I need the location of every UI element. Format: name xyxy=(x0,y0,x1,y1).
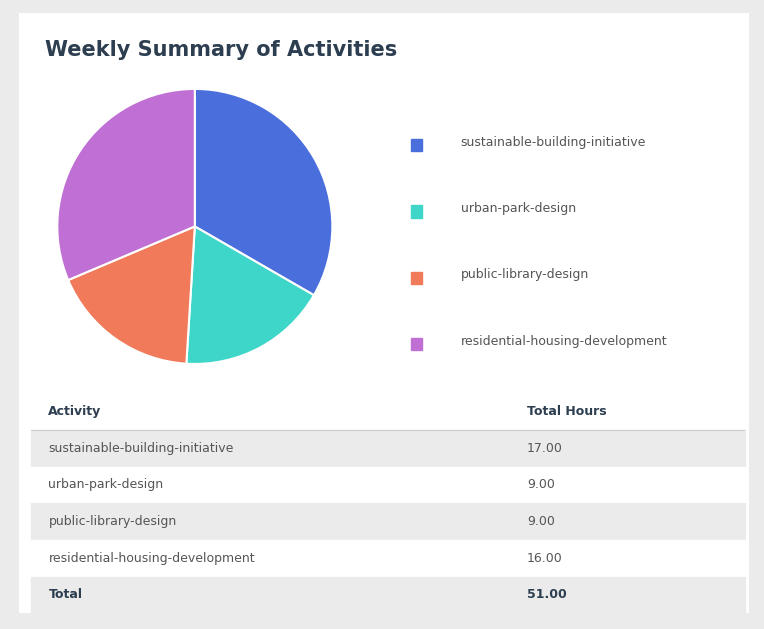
Bar xyxy=(411,138,422,151)
Bar xyxy=(31,467,745,503)
Text: 17.00: 17.00 xyxy=(527,442,563,455)
Text: Total Hours: Total Hours xyxy=(527,405,607,418)
Text: sustainable-building-initiative: sustainable-building-initiative xyxy=(461,136,646,148)
Text: public-library-design: public-library-design xyxy=(48,515,176,528)
Text: residential-housing-development: residential-housing-development xyxy=(461,335,667,348)
Text: public-library-design: public-library-design xyxy=(461,269,589,282)
Bar xyxy=(411,205,422,218)
Text: 51.00: 51.00 xyxy=(527,589,567,601)
Bar xyxy=(31,503,745,540)
Text: 9.00: 9.00 xyxy=(527,515,555,528)
Bar xyxy=(411,272,422,284)
Text: 9.00: 9.00 xyxy=(527,479,555,491)
Text: urban-park-design: urban-park-design xyxy=(461,202,575,215)
Wedge shape xyxy=(68,226,195,364)
Bar xyxy=(411,338,422,350)
Text: Weekly Summary of Activities: Weekly Summary of Activities xyxy=(44,40,397,60)
Text: 16.00: 16.00 xyxy=(527,552,563,565)
Bar xyxy=(31,430,745,467)
Text: Activity: Activity xyxy=(48,405,102,418)
Bar xyxy=(31,577,745,613)
Wedge shape xyxy=(57,89,195,280)
Text: sustainable-building-initiative: sustainable-building-initiative xyxy=(48,442,234,455)
Text: residential-housing-development: residential-housing-development xyxy=(48,552,255,565)
Text: urban-park-design: urban-park-design xyxy=(48,479,163,491)
Wedge shape xyxy=(186,226,314,364)
Text: Total: Total xyxy=(48,589,83,601)
Bar xyxy=(31,540,745,577)
Wedge shape xyxy=(195,89,332,295)
